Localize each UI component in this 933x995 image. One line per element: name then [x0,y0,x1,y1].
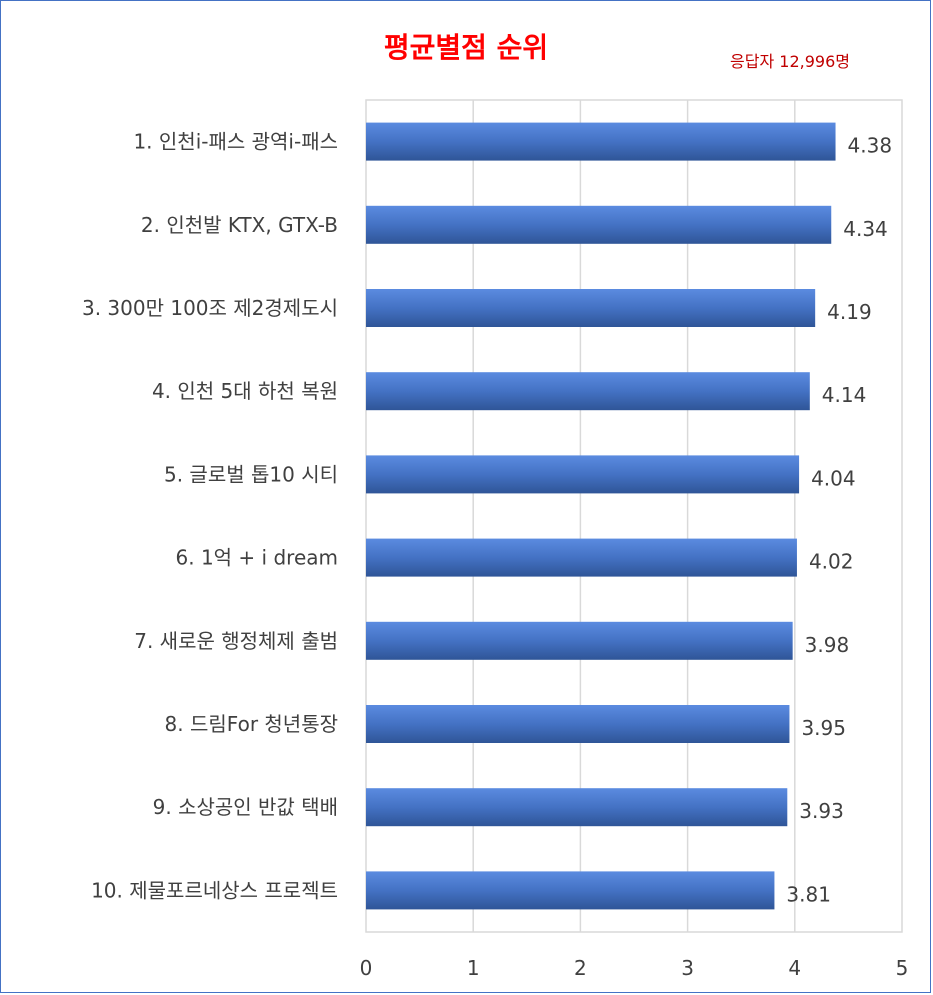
chart-title: 평균별점 순위 [384,31,548,64]
data-label: 3.81 [786,882,831,906]
bar [366,122,836,161]
data-label: 4.14 [822,383,867,407]
plot-border [365,99,903,933]
data-label: 3.98 [805,633,850,657]
category-label: 4. 인천 5대 하천 복원 [152,379,338,403]
x-tick-label: 0 [360,956,373,980]
x-tick-label: 5 [896,956,909,980]
data-label: 4.38 [848,134,893,158]
plot-area: 0 1 2 3 4 5 1. 인천i-패스 광역i-패스 4.38 2. 인천발 KTX, GT… [82,99,909,980]
category-label: 8. 드림For 청년통장 [165,712,338,736]
category-label: 10. 제물포르네상스 프로젝트 [91,878,338,902]
bar [366,538,797,577]
bar [366,871,775,910]
data-label: 4.04 [811,466,856,490]
bar [366,372,810,411]
category-label: 5. 글로벌 톱10 시티 [164,462,338,486]
bar [366,289,816,327]
data-label: 4.02 [809,550,854,574]
x-tick-label: 2 [574,956,587,980]
category-label: 7. 새로운 행정체제 출범 [134,629,338,653]
bar [366,205,832,244]
category-label: 6. 1억 + i dream [176,546,338,570]
data-label: 3.95 [801,716,846,740]
bar [366,705,790,743]
category-label: 3. 300만 100조 제2경제도시 [82,296,338,320]
data-label: 4.19 [827,300,872,324]
x-tick-label: 4 [788,956,801,980]
data-label: 3.93 [799,799,844,823]
x-tick-label: 1 [467,956,480,980]
bar [366,621,793,660]
respondent-count-note: 응답자 12,996명 [730,52,850,71]
category-label: 9. 소상공인 반값 택배 [153,795,338,819]
category-label: 1. 인천i-패스 광역i-패스 [133,130,338,154]
bar [366,788,788,827]
category-label: 2. 인천발 KTX, GTX-B [141,213,338,237]
data-label: 4.34 [843,217,888,241]
bar [366,455,800,494]
x-tick-label: 3 [681,956,694,980]
